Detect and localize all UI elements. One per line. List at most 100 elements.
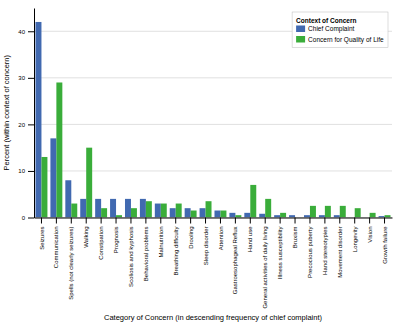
bar	[65, 180, 71, 217]
bar	[244, 213, 250, 218]
legend: Context of ConcernChief Complaint Concern…	[292, 12, 388, 48]
tick-label: Prognosis	[113, 227, 119, 254]
tick-mark	[101, 218, 102, 224]
tick-mark	[28, 218, 34, 219]
legend-label: Chief Complaint	[308, 25, 354, 33]
tick: Sleep disorder	[203, 218, 209, 266]
tick: Constipation	[98, 218, 104, 260]
bar	[214, 211, 220, 218]
bar-series	[35, 22, 384, 218]
bar	[370, 213, 376, 218]
tick-mark	[220, 218, 221, 224]
x-axis: Seizures Communication Spells (not clearly…	[35, 218, 393, 309]
x-axis-title: Category of Concern (in descending frequ…	[104, 313, 323, 322]
tick-mark	[205, 218, 206, 224]
bar	[229, 213, 235, 218]
tick: Spells (not clearly seizures)	[68, 218, 74, 300]
legend-box	[292, 12, 388, 48]
tick-label: 10	[18, 168, 25, 174]
tick-label: 0	[22, 215, 26, 221]
bar	[325, 206, 331, 218]
bar	[280, 213, 286, 218]
bar	[146, 201, 152, 217]
bar	[319, 215, 325, 217]
bar-series	[41, 82, 390, 217]
tick-label: Gastroesophageal Reflux	[232, 227, 238, 295]
tick-mark	[41, 218, 42, 224]
tick: Bruxism	[292, 218, 298, 249]
tick-label: Bruxism	[292, 227, 298, 249]
bar	[170, 208, 176, 217]
tick-mark	[295, 218, 296, 224]
axis-line	[35, 218, 393, 219]
tick: 30	[18, 75, 34, 81]
bar	[250, 185, 256, 218]
tick-mark	[160, 218, 161, 224]
tick: Longevity	[352, 218, 358, 253]
tick: Seizures	[39, 218, 45, 250]
bar	[56, 82, 62, 217]
tick-label: Spells (not clearly seizures)	[68, 226, 74, 299]
tick-label: General activities of daily living	[262, 227, 268, 309]
bar	[176, 204, 182, 218]
tick-mark	[116, 218, 117, 224]
bar	[185, 208, 191, 217]
bar	[259, 214, 265, 218]
bar	[140, 199, 146, 218]
bar	[161, 204, 167, 218]
tick-label: Drooling	[188, 227, 194, 249]
bar	[364, 217, 370, 218]
tick: Vision	[367, 218, 373, 243]
tick: Movement disorder	[337, 218, 343, 278]
tick: Malnutrition	[158, 218, 164, 258]
tick: Hand use	[247, 218, 253, 253]
tick-mark	[235, 218, 236, 224]
tick-label: Constipation	[98, 227, 104, 260]
tick: Behavioral problems	[143, 218, 149, 282]
tick-label: 30	[18, 75, 25, 81]
bar	[200, 208, 206, 217]
bar	[155, 204, 161, 218]
bar	[191, 211, 197, 218]
bar	[310, 206, 316, 218]
tick: 10	[18, 168, 34, 174]
y-axis-title: Percent (within context of concern)	[2, 55, 11, 171]
tick: Growth failure	[382, 218, 388, 264]
bar	[295, 217, 301, 218]
tick-label: Sleep disorder	[203, 227, 209, 266]
tick-mark	[369, 218, 370, 224]
tick: Illness susceptibility	[277, 218, 283, 280]
bar	[35, 22, 41, 218]
tick-mark	[190, 218, 191, 224]
bar	[304, 215, 310, 217]
tick-label: 40	[18, 29, 25, 35]
bar	[355, 208, 361, 217]
bar	[379, 216, 385, 217]
tick: 40	[18, 29, 34, 35]
bar	[86, 148, 92, 218]
tick: Communication	[53, 218, 59, 269]
tick-mark	[28, 124, 34, 125]
tick-mark	[130, 218, 131, 224]
tick-mark	[28, 171, 34, 172]
tick: 20	[18, 122, 34, 128]
tick: Breathing difficulty	[173, 218, 179, 276]
bar	[50, 138, 56, 217]
legend-label: Concern for Quality of Life	[308, 36, 384, 44]
bar	[95, 199, 101, 218]
legend-swatch	[296, 26, 305, 33]
tick: Scoliosis and kyphosis	[128, 218, 134, 287]
tick: Prognosis	[113, 218, 119, 254]
tick: General activities of daily living	[262, 218, 268, 309]
tick-mark	[175, 218, 176, 224]
bars	[35, 22, 390, 218]
tick: Gastroesophageal Reflux	[232, 218, 238, 295]
tick: 0	[22, 215, 34, 221]
tick-mark	[28, 31, 34, 32]
tick-label: Communication	[53, 227, 59, 269]
chart: 0 10 20 30 40 Seizures Communication Spells (no…	[0, 0, 400, 324]
tick-label: Seizures	[39, 227, 45, 250]
tick-label: Attention	[218, 227, 224, 251]
bar	[289, 215, 295, 217]
legend-title: Context of Concern	[296, 17, 356, 24]
